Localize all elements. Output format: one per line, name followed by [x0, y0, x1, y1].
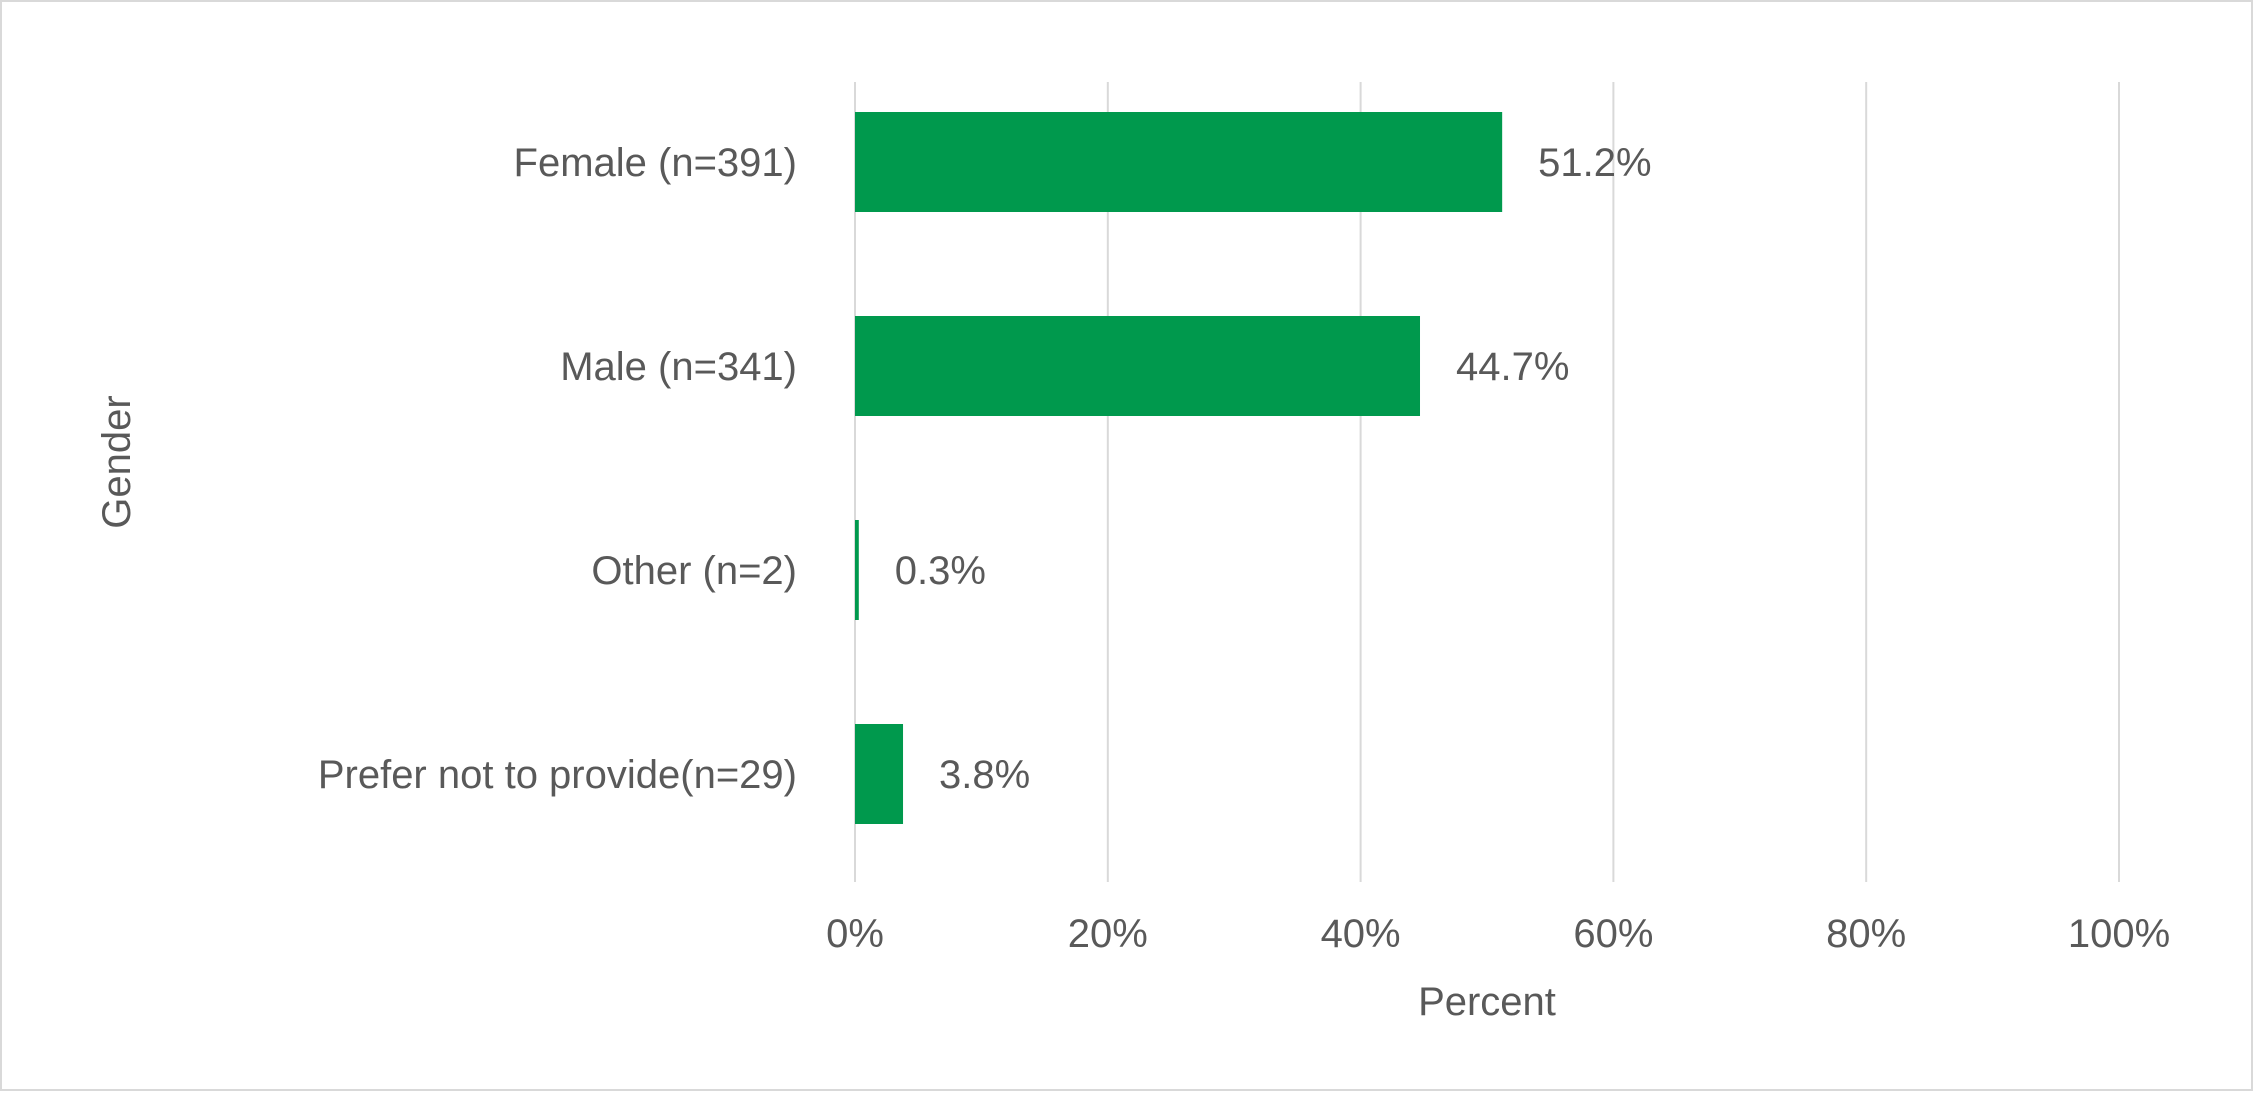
- bar: [855, 316, 1421, 416]
- x-tick-label: 80%: [1826, 912, 1906, 956]
- data-label: 0.3%: [895, 549, 986, 593]
- category-labels: Female (n=391) Male (n=341) Other (n=2) Pre…: [318, 141, 797, 797]
- data-label: 51.2%: [1538, 141, 1651, 185]
- category-label: Prefer not to provide(n=29): [318, 753, 797, 797]
- bars: [855, 112, 1503, 824]
- x-tick-label: 60%: [1573, 912, 1653, 956]
- x-tick-label: 100%: [2068, 912, 2170, 956]
- category-label: Male (n=341): [560, 345, 797, 389]
- bar: [855, 112, 1503, 212]
- category-label: Other (n=2): [591, 549, 797, 593]
- x-tick-labels: 0% 20% 40% 60% 80% 100%: [826, 912, 2170, 956]
- category-label: Female (n=391): [514, 141, 797, 185]
- data-labels: 51.2% 44.7% 0.3% 3.8%: [895, 141, 1652, 797]
- bar: [855, 520, 859, 620]
- data-label: 3.8%: [939, 753, 1030, 797]
- bar: [855, 724, 904, 824]
- x-tick-label: 20%: [1068, 912, 1148, 956]
- x-tick-label: 40%: [1321, 912, 1401, 956]
- x-axis-title: Percent: [1418, 980, 1556, 1024]
- y-axis-title: Gender: [95, 395, 139, 528]
- data-label: 44.7%: [1456, 345, 1569, 389]
- x-tick-label: 0%: [826, 912, 884, 956]
